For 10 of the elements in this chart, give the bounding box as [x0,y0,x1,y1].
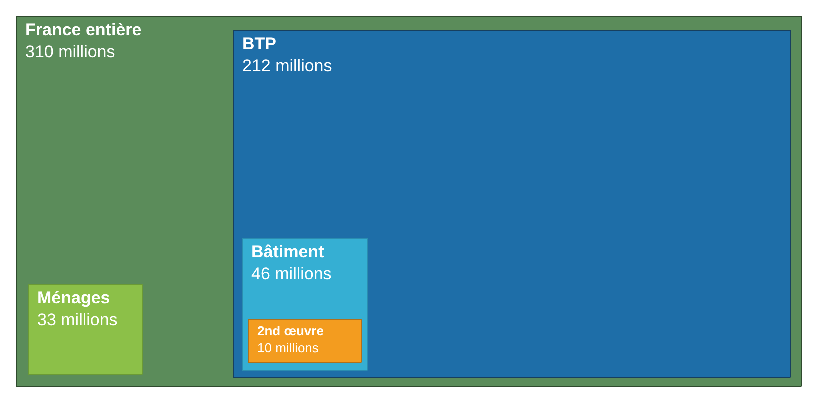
category-label: France entière [26,20,142,40]
category-label: Ménages [38,288,110,308]
category-label: BTP [242,34,276,54]
data-label: 310 millions [26,42,116,62]
category-label: 2nd œuvre [258,324,324,338]
data-label: 10 millions [258,340,320,356]
data-label: 33 millions [38,310,118,330]
data-label: 46 millions [252,264,332,284]
category-label: Bâtiment [252,242,325,262]
data-label: 212 millions [242,56,332,76]
